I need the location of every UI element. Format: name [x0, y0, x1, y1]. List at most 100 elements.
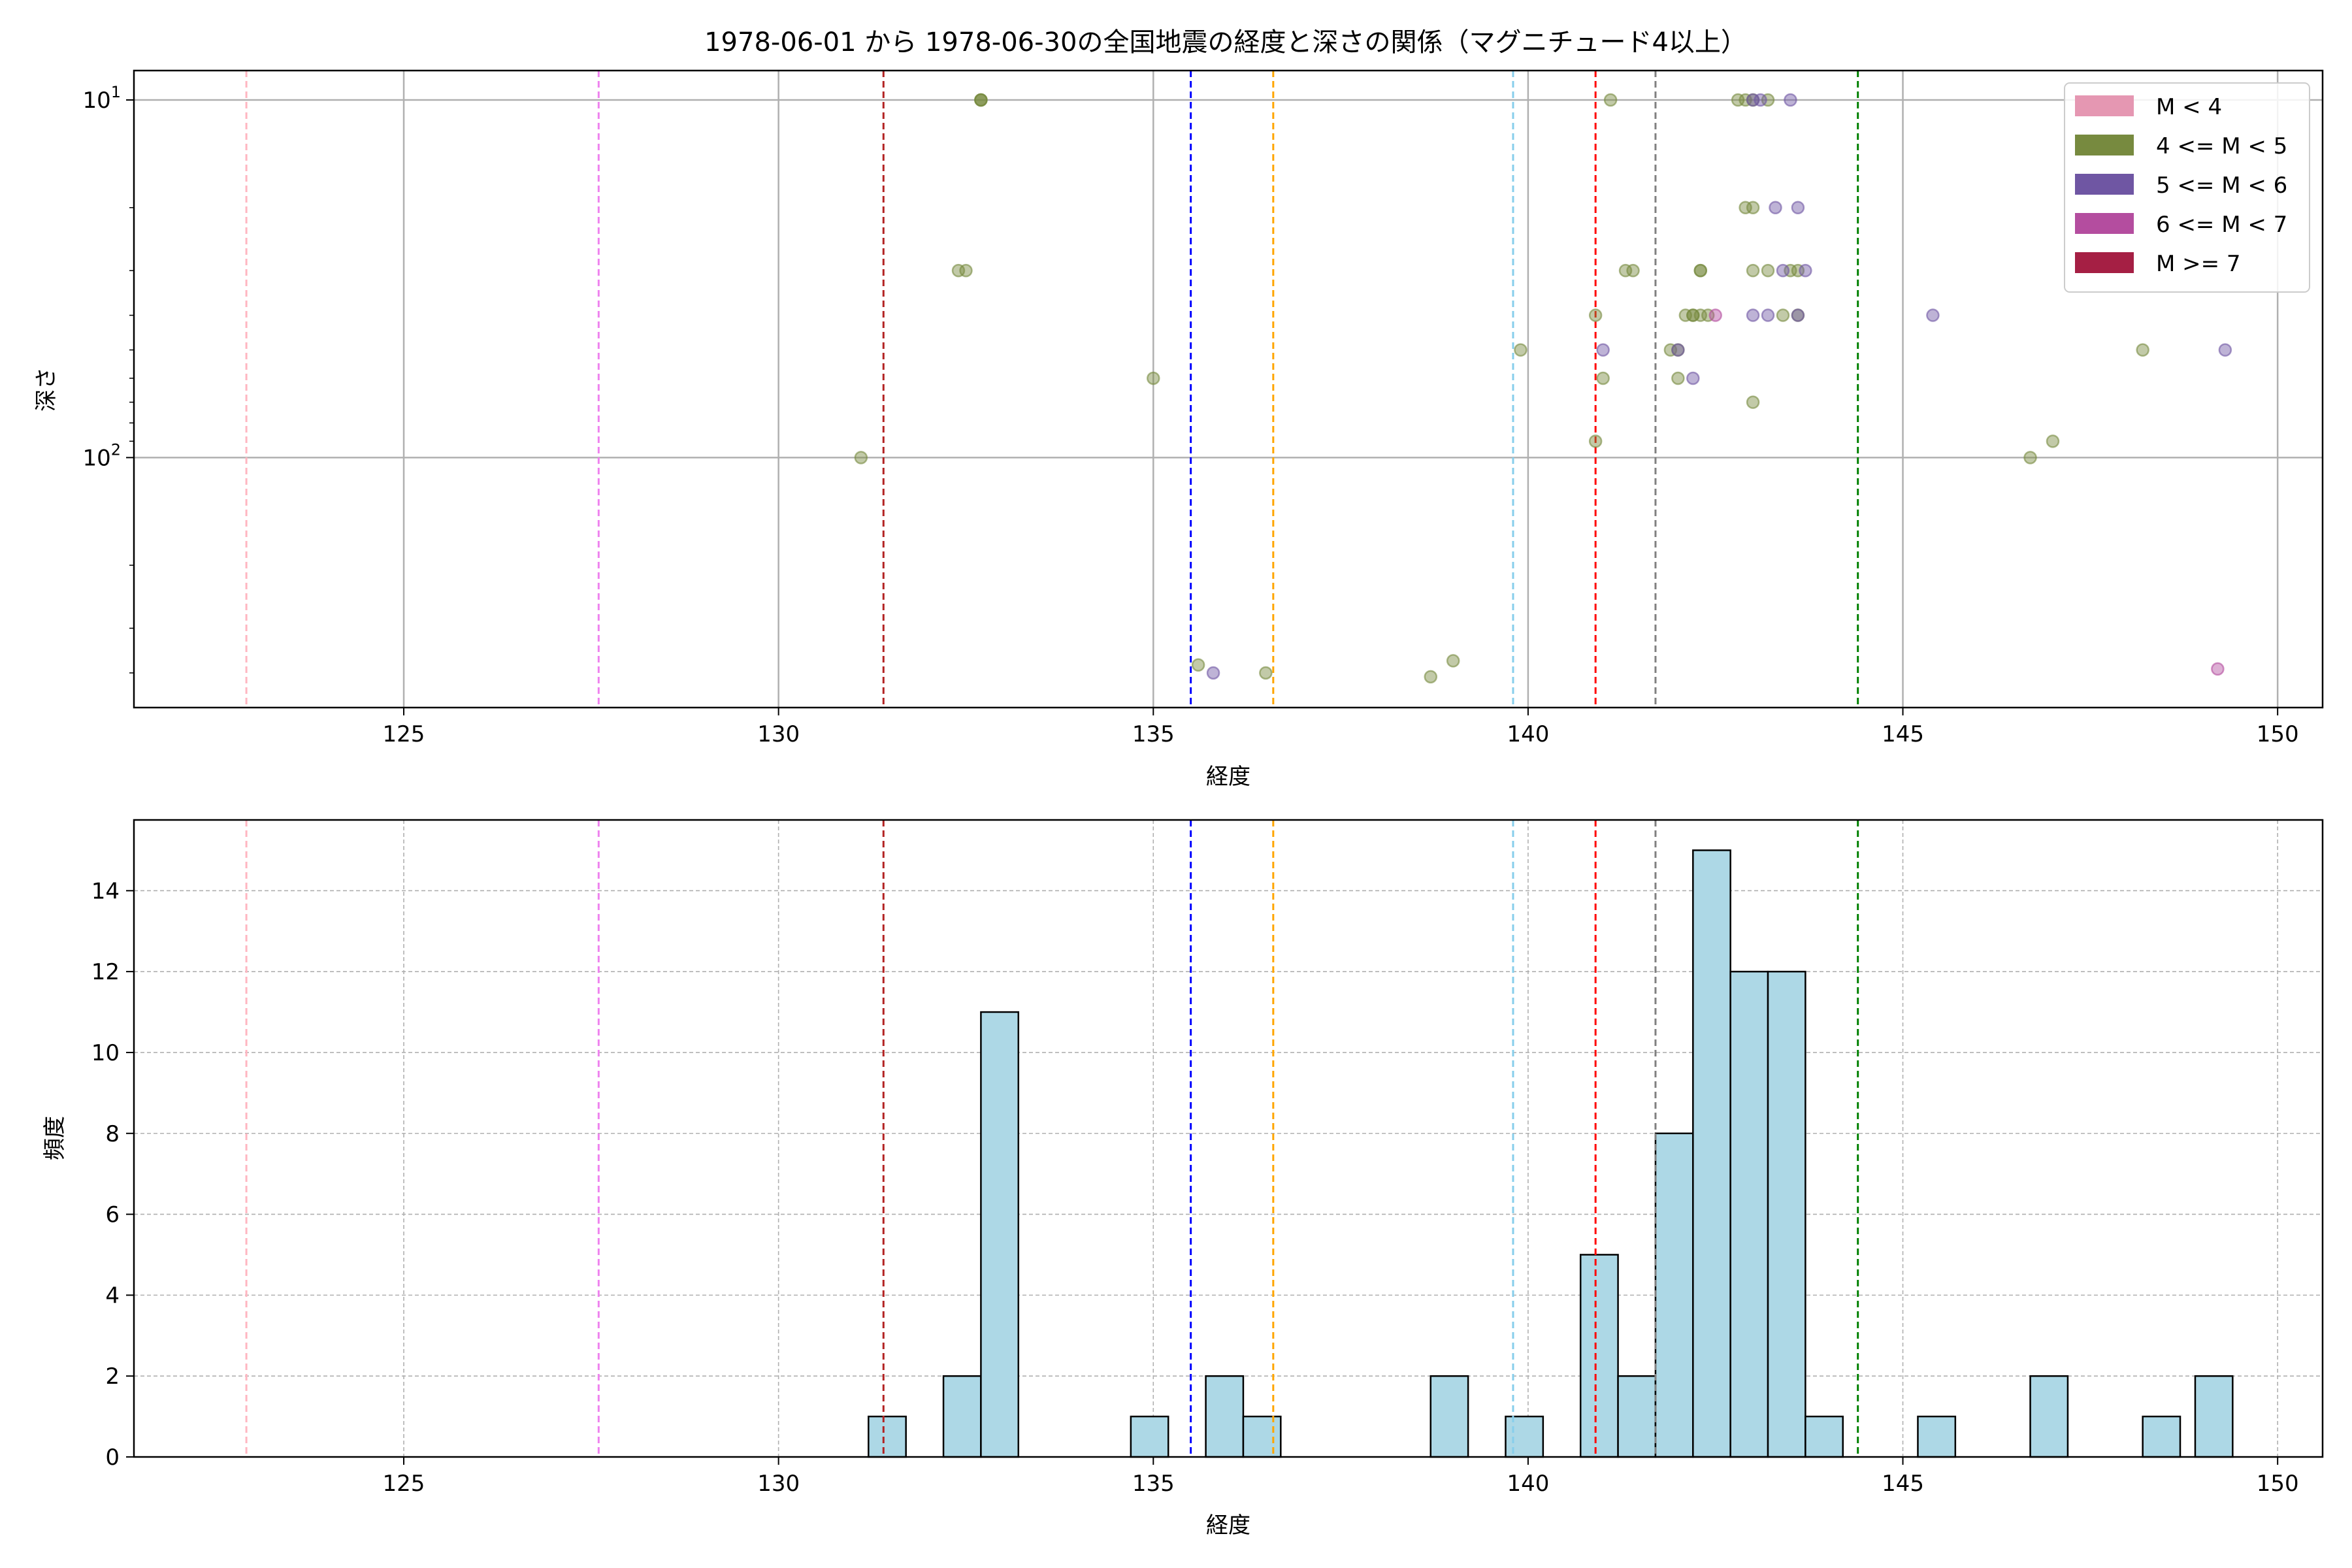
scatter-y-tick-base: 10 — [82, 88, 110, 114]
scatter-point — [1588, 434, 1603, 448]
figure-title: 1978-06-01 から 1978-06-30の全国地震の経度と深さの関係（マ… — [704, 27, 1747, 57]
histogram-bar — [942, 1375, 982, 1458]
scatter-x-ticks: 125 130 135 140 145 150 — [383, 708, 2299, 747]
histogram-x-tick-label: 140 — [1507, 1471, 1549, 1497]
scatter-point — [1746, 308, 1760, 322]
legend-label-m-5-6: 5 <= M < 6 — [2156, 172, 2287, 199]
scatter-point — [1746, 263, 1760, 278]
histogram-y-tick-label: 2 — [105, 1364, 120, 1390]
legend-label-m-ge7: M >= 7 — [2156, 251, 2241, 277]
scatter-point — [1588, 308, 1603, 322]
scatter-point — [1746, 395, 1760, 409]
histogram-bar — [2029, 1375, 2069, 1458]
scatter-x-tick-label: 150 — [2257, 721, 2299, 747]
histogram-x-tick-label: 135 — [1132, 1471, 1175, 1497]
histogram-x-ticks: 125 130 135 140 145 150 — [383, 1457, 2299, 1497]
legend-swatch-m-5-6 — [2075, 174, 2134, 195]
scatter-point — [1686, 371, 1700, 385]
scatter-point — [1799, 263, 1812, 278]
scatter-x-label: 経度 — [1206, 764, 1250, 790]
legend-swatch-m-4-5 — [2075, 135, 2134, 155]
scatter-point — [854, 451, 868, 465]
histogram-bar — [2142, 1415, 2181, 1458]
scatter-point — [1746, 201, 1760, 215]
scatter-point — [1784, 93, 1797, 107]
scatter-point — [974, 93, 988, 107]
scatter-point — [2136, 343, 2149, 357]
histogram-y-tick-label: 14 — [91, 878, 120, 904]
scatter-point — [1596, 343, 1610, 357]
scatter-points — [854, 93, 2232, 684]
scatter-point — [1206, 666, 1220, 680]
histogram-bar — [1654, 1132, 1694, 1458]
histogram-bar — [2194, 1375, 2234, 1458]
histogram-bar — [868, 1415, 907, 1458]
scatter-y-tick-exp: 2 — [111, 440, 121, 459]
scatter-frame — [133, 69, 2324, 709]
scatter-point — [1769, 201, 1782, 215]
scatter-point — [1761, 308, 1775, 322]
scatter-y-tick-exp: 1 — [111, 83, 121, 101]
histogram-panel: 125 130 135 140 145 150 0 2 4 6 8 10 12 14 経度 頻度 — [42, 819, 2324, 1539]
histogram-x-label: 経度 — [1206, 1512, 1250, 1539]
histogram-x-tick-label: 125 — [383, 1471, 425, 1497]
legend-label-m-4-5: 4 <= M < 5 — [2156, 133, 2287, 159]
scatter-point — [1708, 308, 1722, 322]
scatter-point — [1596, 371, 1610, 385]
scatter-point — [2218, 343, 2232, 357]
histogram-reference-lines — [245, 820, 1859, 1457]
histogram-x-tick-label: 130 — [757, 1471, 800, 1497]
legend: M < 4 4 <= M < 5 5 <= M < 6 6 <= M < 7 M… — [2064, 82, 2310, 293]
histogram-bar — [1767, 970, 1806, 1458]
histogram-frame — [133, 819, 2324, 1458]
histogram-bar — [1579, 1254, 1619, 1458]
scatter-point — [1776, 308, 1790, 322]
scatter-point — [2211, 662, 2225, 676]
histogram-y-tick-label: 8 — [105, 1121, 120, 1147]
scatter-y-tick-base: 10 — [82, 445, 110, 471]
scatter-point — [1791, 308, 1805, 322]
histogram-bar — [1805, 1415, 1844, 1458]
scatter-x-tick-label: 140 — [1507, 721, 1549, 747]
scatter-point — [2023, 451, 2037, 465]
scatter-point — [1686, 308, 1700, 322]
scatter-point — [1671, 371, 1685, 385]
scatter-point — [1754, 93, 1767, 107]
scatter-point — [1671, 343, 1685, 357]
scatter-point — [1147, 371, 1160, 385]
histogram-x-tick-label: 150 — [2257, 1471, 2299, 1497]
scatter-point — [959, 263, 973, 278]
histogram-bar — [1130, 1415, 1169, 1458]
scatter-point — [1259, 666, 1273, 680]
histogram-bar — [1242, 1415, 1282, 1458]
histogram-y-tick-label: 12 — [91, 959, 120, 985]
scatter-x-tick-label: 130 — [757, 721, 800, 747]
scatter-y-tick-label: 102 — [82, 440, 121, 471]
scatter-point — [1761, 263, 1775, 278]
histogram-bar — [1205, 1375, 1245, 1458]
histogram-bar — [1505, 1415, 1544, 1458]
histogram-bar — [1917, 1415, 1957, 1458]
scatter-y-tick-label: 101 — [82, 83, 121, 114]
histogram-y-tick-label: 10 — [91, 1040, 120, 1066]
scatter-point — [1424, 670, 1438, 684]
histogram-bar — [1692, 849, 1731, 1458]
histogram-y-label: 頻度 — [42, 1116, 68, 1160]
scatter-point — [1926, 308, 1940, 322]
scatter-point — [1446, 654, 1460, 668]
scatter-point — [1191, 658, 1205, 672]
scatter-point — [1776, 263, 1790, 278]
histogram-bar — [1429, 1375, 1469, 1458]
scatter-point — [1514, 343, 1527, 357]
histogram-y-ticks: 0 2 4 6 8 10 12 14 — [91, 878, 134, 1471]
scatter-reference-lines — [245, 71, 1859, 708]
histogram-x-tick-label: 145 — [1882, 1471, 1924, 1497]
legend-label-m-lt4: M < 4 — [2156, 94, 2222, 120]
scatter-x-tick-label: 125 — [383, 721, 425, 747]
histogram-bar — [1729, 970, 1769, 1458]
scatter-point — [1603, 93, 1618, 107]
